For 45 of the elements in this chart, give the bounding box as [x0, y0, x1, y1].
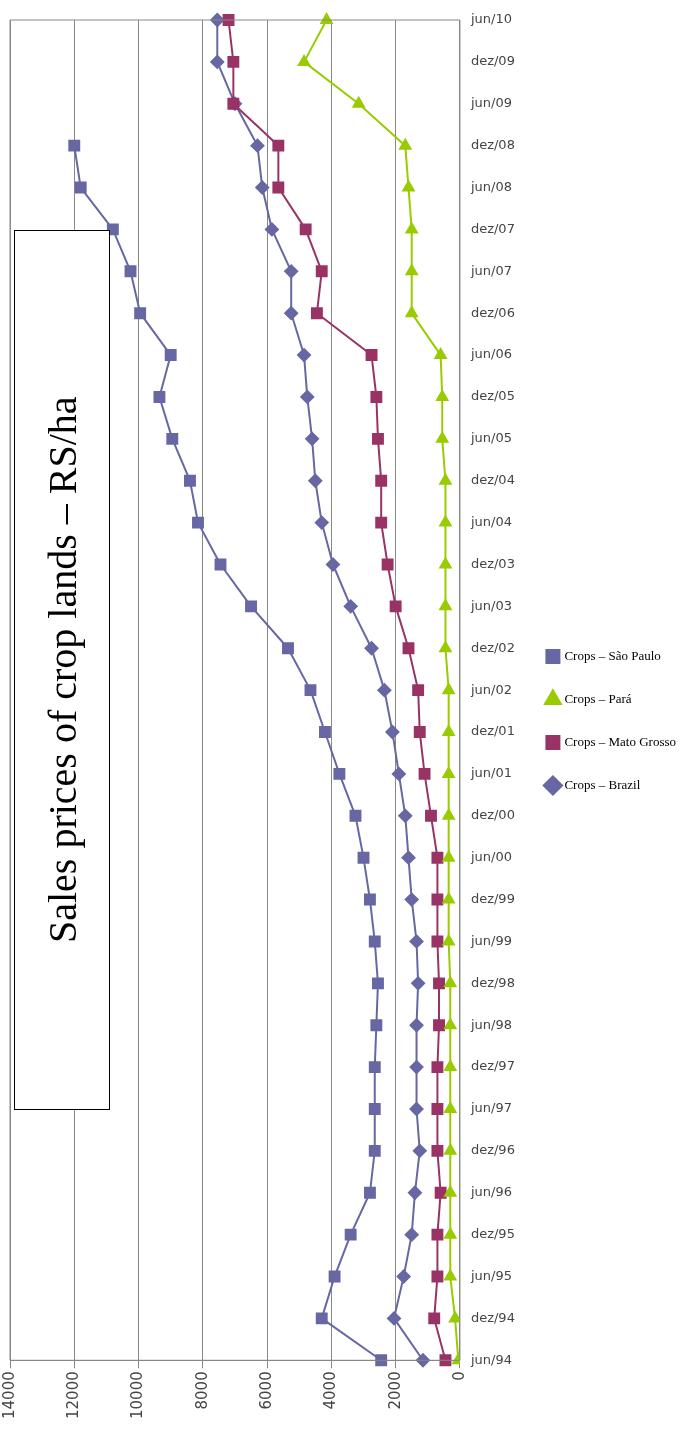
y-tick-label: jun/94 — [469, 1351, 512, 1367]
y-tick-label: jun/03 — [469, 597, 512, 613]
x-tick-label: 4000 — [321, 1371, 340, 1410]
y-tick-label: dez/99 — [470, 890, 515, 906]
y-tick-label: dez/01 — [470, 723, 515, 739]
y-tick-label: dez/95 — [470, 1226, 515, 1242]
y-tick-label: dez/04 — [470, 472, 515, 488]
legend-label: Crops – Brazil — [564, 776, 641, 792]
y-tick-label: jun/00 — [469, 849, 512, 865]
y-tick-label: dez/08 — [470, 137, 515, 153]
y-tick-label: jun/98 — [469, 1016, 512, 1032]
y-tick-label: jun/09 — [469, 95, 512, 111]
y-tick-label: jun/08 — [469, 178, 512, 194]
y-tick-label: dez/09 — [470, 53, 515, 69]
y-tick-label: jun/04 — [469, 513, 512, 529]
y-tick-label: jun/10 — [469, 11, 512, 27]
x-tick-label: 12000 — [64, 1371, 83, 1419]
y-tick-label: jun/99 — [469, 932, 512, 948]
y-tick-label: dez/98 — [470, 974, 515, 990]
legend-label: Crops – Pará — [564, 690, 632, 706]
x-tick-label: 14000 — [0, 1371, 18, 1419]
y-tick-label: dez/03 — [470, 555, 515, 571]
legend-label: Crops – São Paulo — [564, 647, 661, 663]
y-tick-label: jun/06 — [469, 346, 512, 362]
legend-label: Crops – Mato Grosso — [564, 733, 677, 749]
y-tick-label: jun/01 — [469, 765, 512, 781]
y-tick-label: dez/07 — [470, 220, 515, 236]
y-tick-label: dez/02 — [470, 639, 515, 655]
x-tick-label: 0 — [449, 1371, 468, 1381]
y-tick-label: jun/02 — [469, 681, 512, 697]
x-tick-label: 10000 — [128, 1371, 147, 1419]
y-tick-label: dez/06 — [470, 304, 515, 320]
y-tick-label: dez/00 — [470, 807, 515, 823]
y-tick-label: jun/07 — [469, 262, 512, 278]
y-tick-label: jun/05 — [469, 430, 512, 446]
x-tick-label: 2000 — [385, 1371, 404, 1410]
y-tick-label: jun/95 — [469, 1267, 512, 1283]
y-tick-label: jun/96 — [469, 1184, 512, 1200]
y-tick-label: jun/97 — [469, 1100, 512, 1116]
x-tick-label: 6000 — [256, 1371, 275, 1410]
y-tick-label: dez/05 — [470, 388, 515, 404]
x-tick-label: 8000 — [192, 1371, 211, 1410]
y-tick-label: dez/97 — [470, 1058, 515, 1074]
y-tick-label: dez/94 — [470, 1309, 515, 1325]
y-tick-label: dez/96 — [470, 1142, 515, 1158]
